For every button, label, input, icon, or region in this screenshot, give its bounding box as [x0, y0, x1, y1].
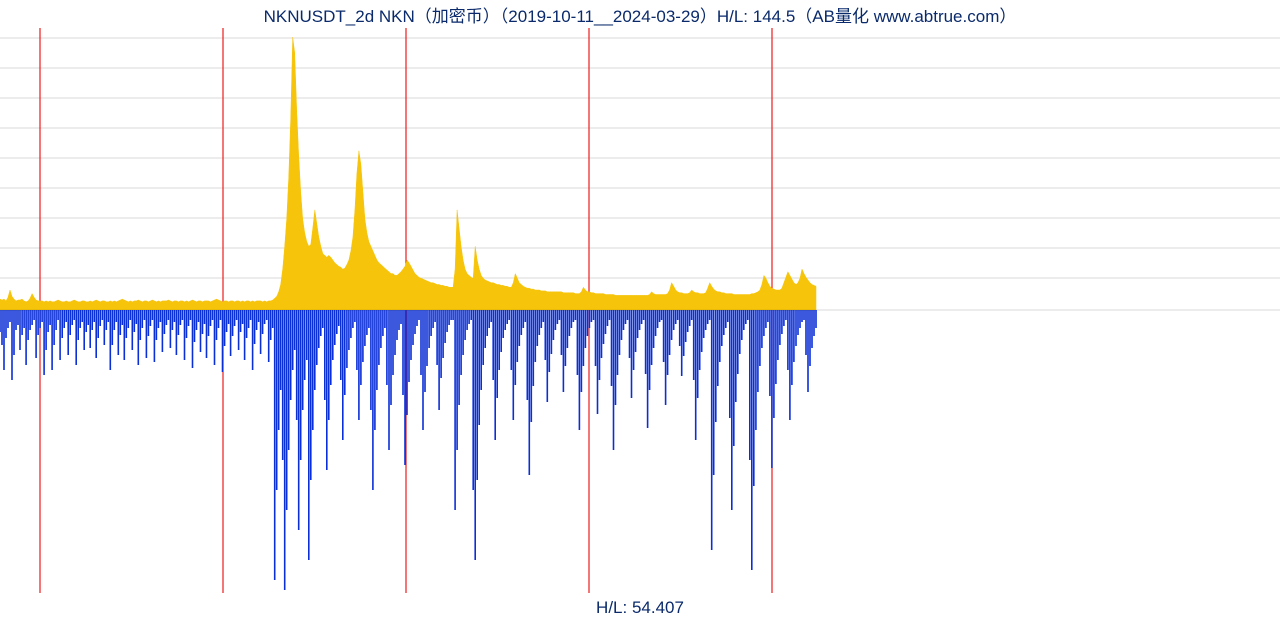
chart-title: NKNUSDT_2d NKN（加密币）（2019-10-11__2024-03-… — [0, 2, 1280, 27]
chart-container: NKNUSDT_2d NKN（加密币）（2019-10-11__2024-03-… — [0, 0, 1280, 620]
chart-footer: H/L: 54.407 — [0, 598, 1280, 618]
price-volume-chart — [0, 0, 1280, 620]
